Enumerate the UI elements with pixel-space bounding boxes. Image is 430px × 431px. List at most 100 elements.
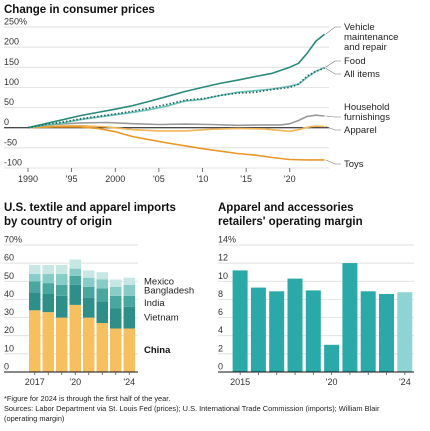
bar-segment [42,294,54,313]
bar [232,270,248,372]
bar-segment [96,288,108,302]
sources: (operating margin) [4,414,64,423]
bar-segment [96,279,108,289]
bar-segment [69,275,81,285]
leader-line [325,26,341,35]
x-axis: 2015 '20 '24 [230,372,411,387]
x-axis: 1990 '95 2000 '05 '10 '15 '20 [18,168,296,184]
y-tick-label: 200 [4,37,19,47]
series-label: India [144,298,165,309]
bar-segment [83,270,95,278]
operating-margin-chart: Apparel and accessories retailers' opera… [218,202,414,387]
x-tick-label: '20 [326,377,338,387]
y-tick-label: 30 [4,307,14,317]
x-tick-label: '20 [284,174,296,184]
x-tick-label: '10 [197,174,209,184]
series-label: Household [344,102,389,113]
x-tick-label: '24 [399,377,411,387]
series-line [27,114,325,129]
bar-segment [123,295,135,307]
bar-segment [123,306,135,329]
bar [305,290,321,372]
bar-segment [123,328,135,372]
series-label: furnishings [344,112,390,123]
series-label: Mexico [144,276,174,287]
bar-segment [56,317,68,372]
y-axis: 250% 200 150 100 50 0 -50 -100 [4,17,27,168]
bar-segment [56,265,68,275]
y-tick-label: 2 [218,343,223,353]
grid [4,26,329,169]
series-line [27,126,325,161]
bar-segment [69,268,81,276]
bar-segment [42,312,54,372]
y-tick-label: -100 [4,158,22,168]
y-tick-label: 150 [4,57,19,67]
x-tick-label: 2000 [105,174,125,184]
x-tick-label: '95 [66,174,78,184]
bar-segment [110,279,122,287]
imports-chart: U.S. textile and apparel imports by coun… [4,202,194,387]
x-tick-label: 1990 [18,174,38,184]
bar-segment [56,284,68,296]
bar-segment [29,281,41,293]
bar-segment [56,295,68,318]
y-tick-label: 50 [4,97,14,107]
y-tick-label: 100 [4,77,19,87]
chart-title: retailers' operating margin [218,216,363,228]
series-label: Vietnam [144,313,179,324]
chart-title: U.S. textile and apparel imports [4,202,176,214]
series-label: maintenance [344,32,398,43]
bars [218,263,414,373]
bars [4,259,138,373]
y-tick-label: 14% [218,235,236,245]
y-tick-label: 10 [218,271,228,281]
bar [360,291,376,372]
series-label: Apparel [344,125,377,136]
bar-segment [123,284,135,296]
bar-segment [69,259,81,269]
leader-line [325,126,341,131]
x-tick-label: '15 [240,174,252,184]
leader-line [325,115,341,118]
bar-segment [42,274,54,284]
x-tick-label: '24 [123,377,135,387]
x-tick-label: 2017 [25,377,45,387]
y-tick-label: 8 [218,289,223,299]
bar-segment [110,308,122,329]
y-tick-label: 12 [218,253,228,263]
bar-segment [96,323,108,372]
bar-segment [110,328,122,372]
series-label: Vehicle [344,22,375,33]
leader-line [325,67,341,75]
series-line [27,124,325,133]
x-tick-label: 2015 [230,377,250,387]
bar [379,294,394,372]
y-tick-label: 20 [4,325,14,335]
series-label: and repair [344,42,387,53]
y-tick-label: 0 [218,362,223,372]
y-tick-label: 10 [4,343,14,353]
bar [287,278,303,372]
bar-segment [42,265,54,275]
series-line [27,66,325,129]
x-tick-label: '05 [153,174,165,184]
y-tick-label: 0 [4,117,9,127]
consumer-prices-chart: Change in consumer prices 250% 200 150 100 5… [4,4,398,184]
bar [324,344,340,372]
y-tick-label: 50 [4,271,14,281]
x-tick-label: '20 [69,377,81,387]
y-tick-label: 0 [4,362,9,372]
bar-segment [83,286,95,298]
bar-segment [56,274,68,285]
y-tick-label: 250% [4,17,27,27]
series-label: China [144,345,171,356]
y-tick-label: 60 [4,253,14,263]
chart-title: Apparel and accessories [218,202,354,214]
series-label: Bangladesh [144,285,194,296]
footnote: *Figure for 2024 is through the first ha… [4,394,170,403]
bar-segment [83,297,95,318]
y-tick-label: -50 [4,137,17,147]
